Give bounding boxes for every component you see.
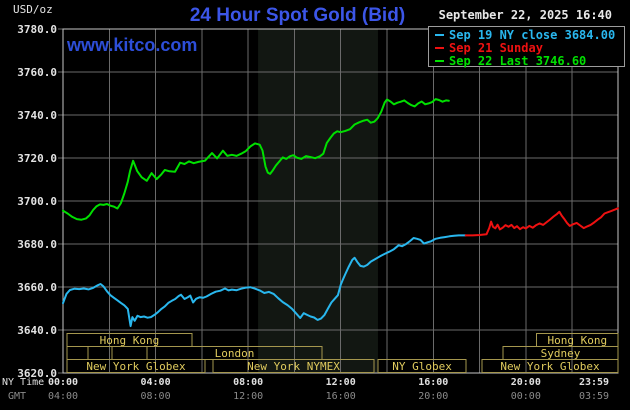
gmt-tick-label: 20:00 xyxy=(418,391,449,402)
kitco-website-link[interactable]: www.kitco.com xyxy=(67,35,198,55)
session-box xyxy=(377,359,467,373)
session-label: Hong Kong xyxy=(100,334,160,347)
session-label: Sydney xyxy=(541,347,581,360)
gmt-tick-label: 00:00 xyxy=(510,391,541,402)
y-tick-label: 3760.0 xyxy=(17,65,57,79)
page-title: 24 Hour Spot Gold (Bid) xyxy=(189,5,406,26)
ny-time-tick-label: 16:00 xyxy=(418,377,449,388)
y-tick-label: 3740.0 xyxy=(17,108,57,122)
y-tick-label: 3640.0 xyxy=(17,323,57,337)
y-tick-label: 3720.0 xyxy=(17,151,57,165)
session-label: London xyxy=(215,347,255,360)
gmt-tick-label: 16:00 xyxy=(325,391,356,402)
series-sep21-line xyxy=(464,207,619,237)
legend-item-sep19: Sep 19 NY close 3684.00 xyxy=(435,27,624,42)
legend-label: Sep 19 NY close 3684.00 xyxy=(449,27,616,42)
ny-time-tick-label: 04:00 xyxy=(140,377,171,388)
y-tick-label: 3620.0 xyxy=(17,366,57,380)
sep19-line-swatch-icon xyxy=(435,33,444,36)
ny-time-axis-caption: NY Time xyxy=(2,377,45,388)
session-label: Hong Kong xyxy=(548,334,608,347)
series-sep22-line xyxy=(62,98,450,221)
legend-box: Sep 19 NY close 3684.00 Sep 21 Sunday Se… xyxy=(428,26,625,68)
sep22-line-swatch-icon xyxy=(435,59,444,62)
session-label: New York NYMEX xyxy=(247,360,340,373)
chart-datetime: September 22, 2025 16:40 xyxy=(438,8,612,22)
gmt-tick-label: 12:00 xyxy=(233,391,264,402)
y-tick-label: 3680.0 xyxy=(17,237,57,251)
gmt-tick-label: 03:59 xyxy=(578,391,610,402)
ny-time-tick-label: 00:00 xyxy=(47,377,79,388)
ny-time-tick-label: 23:59 xyxy=(578,377,610,388)
legend-label: Sep 21 Sunday xyxy=(449,40,543,55)
session-box xyxy=(212,359,375,373)
session-box xyxy=(87,346,113,360)
session-box xyxy=(481,359,619,373)
gmt-axis-caption: GMT xyxy=(8,391,27,402)
y-tick-label: 3780.0 xyxy=(17,22,57,36)
session-box xyxy=(66,359,206,373)
session-label: NY Globex xyxy=(392,360,452,373)
session-box xyxy=(66,346,89,360)
y-tick-label: 3660.0 xyxy=(17,280,57,294)
series-sep19-line xyxy=(62,234,467,328)
session-box xyxy=(111,346,148,360)
session-label: New York Globex xyxy=(86,360,186,373)
legend-label: Sep 22 Last 3746.60 xyxy=(449,53,587,68)
ny-time-tick-label: 20:00 xyxy=(510,377,541,388)
legend-item-sep21: Sep 21 Sunday xyxy=(435,40,624,55)
ny-time-tick-label: 08:00 xyxy=(233,377,264,388)
ny-time-tick-label: 12:00 xyxy=(325,377,356,388)
sep21-line-swatch-icon xyxy=(435,46,444,49)
legend-item-sep22: Sep 22 Last 3746.60 xyxy=(435,53,624,68)
y-axis-unit-label: USD/oz xyxy=(13,3,53,16)
y-tick-label: 3700.0 xyxy=(17,194,57,208)
session-label: New York Globex xyxy=(500,360,600,373)
gmt-tick-label: 04:00 xyxy=(47,391,79,402)
gmt-tick-label: 08:00 xyxy=(140,391,171,402)
